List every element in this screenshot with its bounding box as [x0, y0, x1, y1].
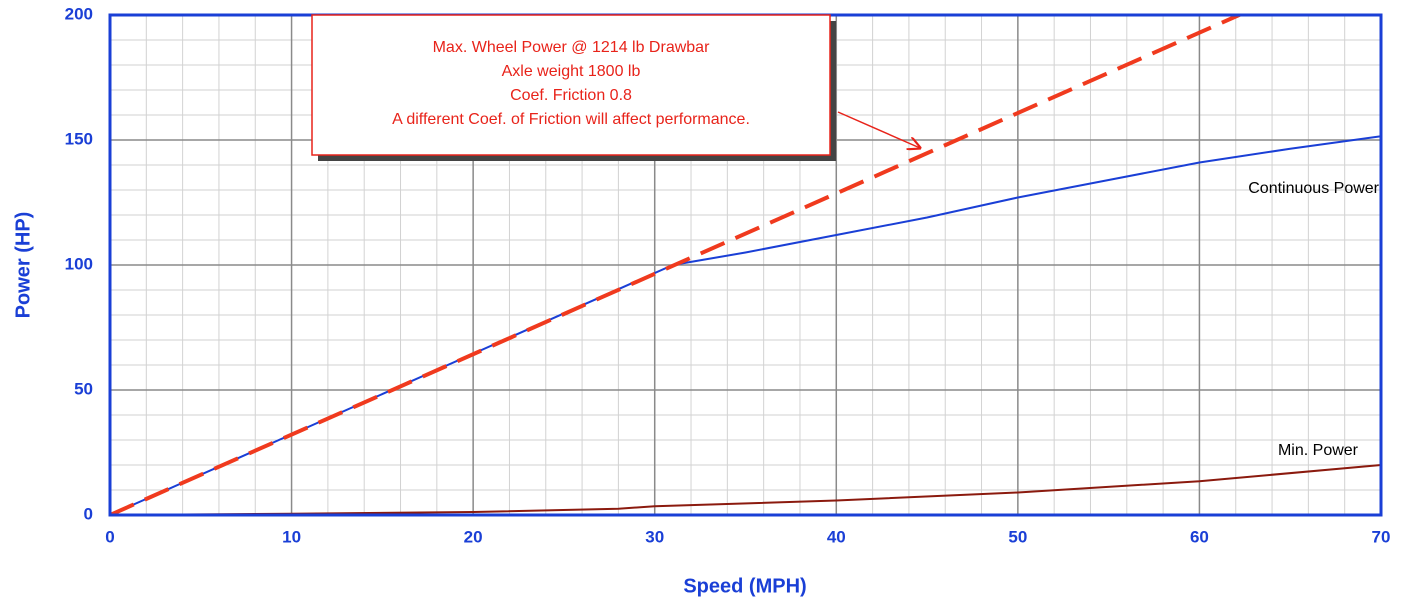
note-box — [311, 14, 831, 156]
annotation-line: Coef. Friction 0.8 — [510, 87, 632, 104]
note-arrow — [837, 111, 920, 148]
x-axis-label: Speed (MPH) — [683, 575, 806, 597]
y-tick-label: 200 — [65, 4, 93, 23]
x-tick-label: 20 — [464, 527, 483, 546]
x-tick-label: 30 — [645, 527, 664, 546]
x-tick-label: 0 — [105, 527, 114, 546]
x-tick-label: 50 — [1008, 527, 1027, 546]
series-line — [110, 15, 1245, 515]
series-line — [110, 135, 1381, 515]
annotation-line: A different Coef. of Friction will affec… — [392, 111, 750, 128]
y-axis-label: Power (HP) — [12, 212, 34, 319]
x-tick-label: 60 — [1190, 527, 1209, 546]
series-label: Continuous Power — [1248, 180, 1379, 197]
series-line — [110, 464, 1381, 515]
x-tick-label: 70 — [1372, 527, 1391, 546]
y-tick-label: 150 — [65, 129, 93, 148]
x-tick-label: 40 — [827, 527, 846, 546]
y-tick-label: 100 — [65, 254, 93, 273]
x-tick-label: 10 — [282, 527, 301, 546]
y-tick-label: 50 — [74, 379, 93, 398]
annotation-line: Max. Wheel Power @ 1214 lb Drawbar — [433, 39, 710, 56]
series-label: Min. Power — [1278, 442, 1359, 459]
y-tick-label: 0 — [84, 504, 93, 523]
annotation-line: Axle weight 1800 lb — [502, 63, 641, 80]
